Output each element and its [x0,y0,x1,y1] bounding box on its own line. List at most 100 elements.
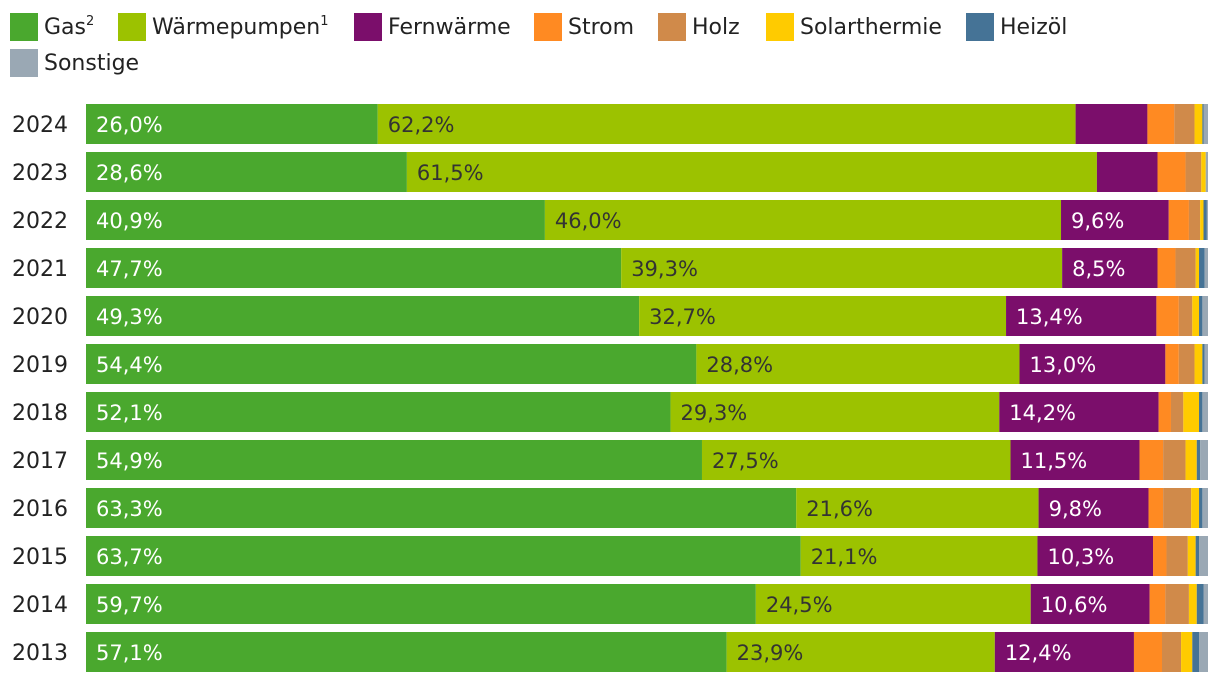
data-label: 47,7% [96,257,163,281]
data-label: 54,9% [96,449,163,473]
bar-segment-holz [1163,488,1192,528]
y-tick-label: 2017 [12,449,68,474]
bar-segment-heizoel [1199,296,1203,336]
bar-segment-solarthermie [1185,440,1197,480]
legend-label: Solarthermie [800,15,942,40]
legend-label: Heizöl [1000,15,1067,40]
bar-segment-gas [86,632,727,672]
bar-segment-gas [86,584,756,624]
data-label: 57,1% [96,641,163,665]
data-label: 39,3% [631,257,698,281]
bar-segment-waermepumpen [701,440,1011,480]
bar-segment-fernwaerme [1062,248,1158,288]
bar-segment-holz [1174,104,1195,144]
y-tick-label: 2014 [12,593,68,618]
bar-segment-fernwaerme [1096,152,1158,192]
data-label: 61,5% [417,161,484,185]
legend-item-heizoel: Heizöl [966,10,1067,44]
bar-segment-strom [1147,104,1175,144]
data-label: 10,6% [1041,593,1108,617]
data-label: 49,3% [96,305,163,329]
legend-series-name: Heizöl [1000,14,1068,40]
bar-segment-waermepumpen [670,392,1000,432]
bar-segment-waermepumpen [639,296,1007,336]
bar-segment-fernwaerme [1075,104,1148,144]
bar-segment-holz [1178,344,1195,384]
legend-swatch [766,13,794,41]
bar-segment-holz [1163,440,1186,480]
bar-segment-holz [1170,392,1184,432]
data-label: 40,9% [96,209,163,233]
bar-segment-waermepumpen [726,632,995,672]
legend-label: Wärmepumpen1 [152,15,329,40]
bar-segment-waermepumpen [377,104,1076,144]
bar-segment-sonstige [1202,392,1208,432]
bar-segment-heizoel [1196,440,1201,480]
bar-segment-fernwaerme [1030,584,1150,624]
bar-segment-sonstige [1202,296,1208,336]
bar-segment-strom [1157,152,1186,192]
y-tick-label: 2015 [12,545,68,570]
bar-segment-sonstige [1203,584,1208,624]
y-tick-label: 2022 [12,209,68,234]
legend-series-name: Strom [568,14,635,40]
bar-segment-gas [86,488,797,528]
bar-segment-strom [1168,200,1189,240]
bar-segment-heizoel [1203,200,1207,240]
data-label: 59,7% [96,593,163,617]
data-label: 28,8% [706,353,773,377]
bar-segment-strom [1148,488,1164,528]
bar-segment-heizoel [1195,536,1200,576]
y-tick-label: 2018 [12,401,68,426]
bar-segment-sonstige [1206,200,1208,240]
legend-series-name: Fernwärme [388,14,511,40]
legend-footnote-mark: 1 [320,13,329,29]
bar-segment-solarthermie [1194,104,1203,144]
bar-segment-solarthermie [1187,536,1196,576]
data-label: 23,9% [737,641,804,665]
bar-segment-gas [86,248,622,288]
bar-segment-sonstige [1203,104,1208,144]
legend-series-name: Sonstige [44,50,140,76]
bar-segment-gas [86,344,697,384]
bar-segment-holz [1166,536,1188,576]
bar-segment-gas [86,440,702,480]
y-tick-label: 2020 [12,305,68,330]
bar-segment-holz [1188,200,1201,240]
legend-series-name: Holz [692,14,740,40]
legend-label: Fernwärme [388,15,511,40]
data-label: 21,1% [811,545,878,569]
bar-segment-gas [86,104,378,144]
y-tick-label: 2024 [12,113,68,138]
bar-segment-solarthermie [1188,584,1197,624]
bar-segment-fernwaerme [994,632,1134,672]
legend-item-holz: Holz [658,10,740,44]
legend-swatch [658,13,686,41]
bar-segment-solarthermie [1183,392,1200,432]
bar-segment-gas [86,152,407,192]
bar-segment-solarthermie [1191,488,1200,528]
legend-footnote-mark: 2 [86,13,95,29]
bar-segment-heizoel [1199,392,1203,432]
bar-segment-waermepumpen [696,344,1020,384]
bar-segment-fernwaerme [1061,200,1169,240]
y-tick-label: 2013 [12,641,68,666]
data-label: 9,6% [1071,209,1124,233]
bar-segment-heizoel [1199,488,1203,528]
legend-label: Holz [692,15,740,40]
bar-segment-strom [1156,296,1179,336]
data-label: 27,5% [712,449,779,473]
bar-segment-waermepumpen [621,248,1063,288]
data-label: 10,3% [1047,545,1114,569]
legend-item-gas: Gas2 [10,10,94,44]
bar-segment-waermepumpen [406,152,1097,192]
data-label: 62,2% [388,113,455,137]
bar-segment-heizoel [1202,104,1204,144]
data-label: 32,7% [649,305,716,329]
bar-segment-heizoel [1192,632,1200,672]
data-label: 12,4% [1005,641,1072,665]
bar-segment-gas [86,200,545,240]
bar-segment-strom [1158,392,1171,432]
bar-segment-gas [86,536,801,576]
